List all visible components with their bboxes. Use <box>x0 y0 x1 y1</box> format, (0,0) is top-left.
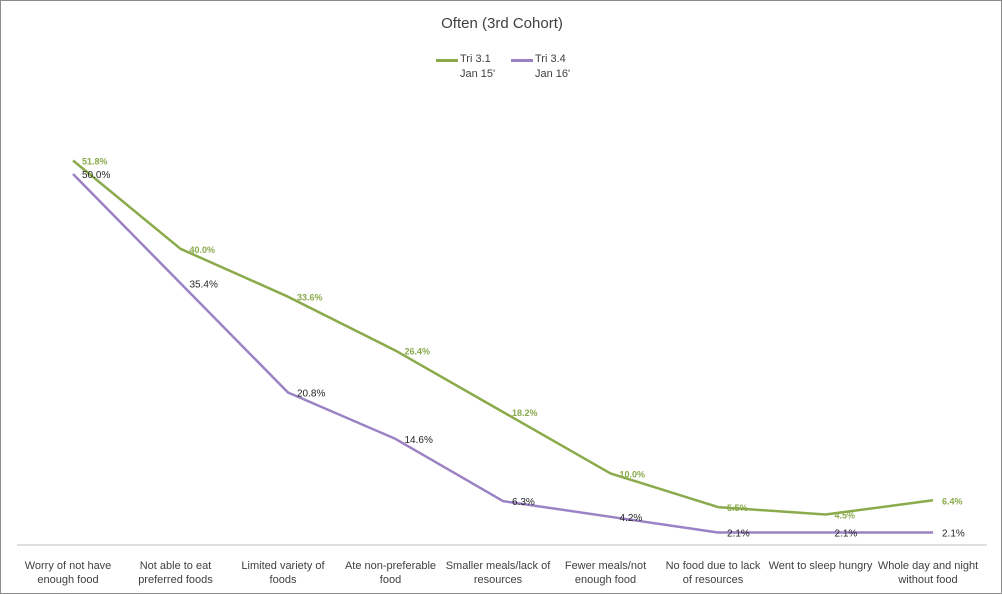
data-label: 6.3% <box>512 497 535 508</box>
data-label: 2.1% <box>942 529 965 540</box>
chart-title: Often (3rd Cohort) <box>441 15 563 32</box>
x-tick-label: Limited variety of foods <box>241 560 325 586</box>
data-label: 5.5% <box>727 503 748 513</box>
legend-label-tri-3-4: Tri 3.4 Jan 16' <box>535 53 571 80</box>
data-label: 4.2% <box>620 513 643 524</box>
data-label: 35.4% <box>190 279 218 290</box>
data-label: 18.2% <box>512 408 538 418</box>
data-label: 40.0% <box>190 245 216 255</box>
data-label: 51.8% <box>82 157 108 167</box>
data-label: 50.0% <box>82 170 110 181</box>
data-label: 26.4% <box>405 347 431 357</box>
series-line-tri-3-4 <box>72 173 933 534</box>
x-tick-label: Whole day and night without food <box>878 560 978 586</box>
legend-swatch-tri-3-1 <box>436 59 458 62</box>
series-line-tri-3-1 <box>72 159 934 516</box>
data-label: 33.6% <box>297 293 323 303</box>
data-label: 14.6% <box>405 435 433 446</box>
data-label: 2.1% <box>835 529 858 540</box>
x-tick-label: Ate non-preferable food <box>345 560 436 586</box>
data-label: 20.8% <box>297 389 325 400</box>
data-label: 2.1% <box>727 529 750 540</box>
legend-swatch-tri-3-4 <box>511 59 533 62</box>
x-tick-label: No food due to lack of resources <box>666 560 761 586</box>
x-tick-label: Not able to eat preferred foods <box>138 560 213 586</box>
x-tick-label: Smaller meals/lack of resources <box>446 560 551 586</box>
x-tick-label: Worry of not have enough food <box>25 560 112 586</box>
x-tick-label: Went to sleep hungry <box>769 560 873 572</box>
x-tick-label: Fewer meals/not enough food <box>565 560 646 586</box>
legend-label-tri-3-1: Tri 3.1 Jan 15' <box>460 53 496 80</box>
data-label: 6.4% <box>942 496 963 506</box>
data-label: 4.5% <box>835 511 856 521</box>
data-label: 10.0% <box>620 469 646 479</box>
